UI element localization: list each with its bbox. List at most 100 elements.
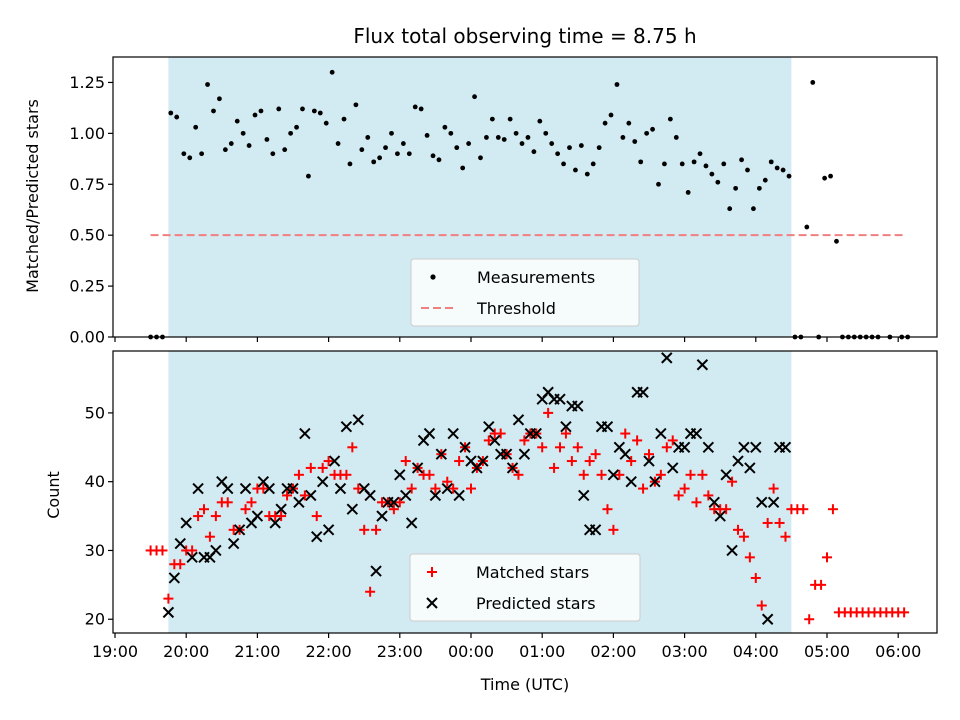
measurement-point (478, 155, 483, 161)
predicted-point (667, 462, 679, 474)
bottom-panel: 20 30 40 50 19:00 20:00 21:00 22:00 23:00 00:00 01… (85, 350, 938, 661)
predicted-point-b (299, 427, 311, 440)
measurement-point (168, 110, 174, 116)
predicted-point-b (465, 455, 477, 467)
predicted-point-b (162, 606, 175, 619)
predicted-point-b (542, 386, 554, 398)
predicted-point (779, 441, 792, 453)
measurement-point (644, 130, 650, 136)
matched-point (430, 483, 441, 494)
measurement-point (412, 104, 418, 110)
measurement-point (584, 171, 590, 177)
predicted-point-b (388, 496, 400, 509)
matched-point (626, 456, 637, 467)
measurement-point (317, 110, 323, 116)
measurement-point (430, 153, 436, 159)
predicted-point-b (601, 420, 614, 433)
predicted-point (263, 482, 275, 495)
measurement-point (406, 151, 412, 157)
predicted-point-b (227, 537, 240, 550)
predicted-point-b (447, 427, 459, 440)
predicted-point-b (732, 455, 744, 467)
predicted-point (251, 510, 264, 522)
predicted-point-b (678, 441, 691, 453)
predicted-point-b (578, 489, 590, 502)
predicted-point (174, 537, 186, 550)
matched-point (572, 442, 583, 453)
measurement-point (786, 173, 792, 179)
measurement-point (211, 108, 216, 114)
predicted-point-b (352, 414, 364, 426)
predicted-point (506, 462, 519, 474)
y-tick-label: 0.75 (69, 175, 105, 194)
predicted-point (162, 606, 175, 619)
measurement-point (395, 151, 400, 157)
measurement-point (549, 141, 555, 146)
measurement-point (181, 151, 187, 157)
predicted-point (388, 496, 400, 509)
x-tick-label: 06:00 (875, 642, 921, 661)
measurement-point (228, 141, 234, 146)
measurement-point (495, 135, 501, 140)
measurement-point (656, 181, 661, 187)
matched-point (276, 511, 287, 522)
measurement-point (620, 135, 626, 140)
measurement-point (389, 130, 394, 136)
measurement-point (691, 159, 697, 165)
predicted-point-b (340, 420, 353, 433)
measurement-point (596, 145, 602, 151)
predicted-point (405, 517, 418, 529)
predicted-point-b (233, 524, 246, 536)
measurement-point (531, 149, 537, 155)
predicted-point (376, 510, 388, 522)
predicted-point-b (518, 448, 531, 460)
matched-point (246, 497, 257, 508)
measurement-point (246, 143, 252, 148)
chart-title: Flux total observing time = 8.75 h (353, 24, 696, 48)
matched-point (448, 483, 459, 494)
predicted-point-b (750, 441, 762, 453)
predicted-point (607, 469, 620, 481)
measurement-point (371, 159, 377, 165)
measurement-point (555, 151, 561, 157)
x-tick-label: 03:00 (662, 642, 708, 661)
measurement-point (721, 161, 727, 167)
measurement-point (810, 80, 816, 85)
x-axis-label: Time (UTC) (480, 675, 569, 694)
matched-point (466, 483, 476, 494)
legend-box (410, 258, 640, 327)
predicted-point-b (346, 503, 359, 515)
measurement-point (353, 102, 359, 108)
predicted-point (346, 503, 359, 515)
matched-point (555, 442, 565, 453)
measurement-point (436, 157, 442, 163)
legend-predicted-swatch (426, 597, 438, 609)
predicted-point-b (572, 400, 584, 412)
predicted-point (293, 496, 305, 509)
predicted-point (429, 489, 442, 502)
matched-point (655, 469, 666, 480)
predicted-point (578, 489, 590, 502)
matched-point (258, 483, 269, 494)
predicted-point-b (311, 531, 323, 543)
matched-point (762, 517, 773, 528)
predicted-point (222, 482, 234, 495)
matched-point (323, 456, 334, 467)
predicted-point (767, 496, 780, 509)
predicted-point (400, 489, 412, 502)
measurement-point (377, 155, 383, 161)
x-tick-label: 02:00 (590, 642, 636, 661)
predicted-point-b (168, 572, 181, 584)
predicted-point (334, 482, 347, 495)
legend-measurement-swatch (430, 274, 436, 280)
matched-point (721, 504, 732, 515)
predicted-point-b (186, 551, 198, 564)
measurement-point (673, 135, 679, 140)
measurement-point (739, 157, 744, 163)
top-panel: 0.00 0.25 0.50 0.75 1.00 1.25 Measurements Thre… (69, 56, 938, 347)
matched-point (590, 449, 601, 460)
y-tick-label: 20 (85, 610, 105, 629)
measurement-point (780, 167, 786, 173)
matched-point (899, 607, 910, 618)
